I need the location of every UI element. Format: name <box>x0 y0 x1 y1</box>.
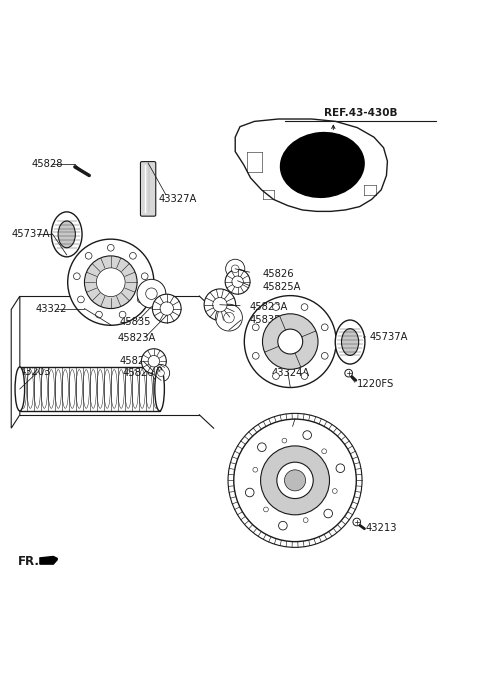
Circle shape <box>204 289 236 320</box>
Circle shape <box>333 488 337 493</box>
Circle shape <box>252 353 259 359</box>
Circle shape <box>137 279 166 308</box>
Circle shape <box>225 270 250 294</box>
Text: 45823A: 45823A <box>250 302 288 311</box>
Circle shape <box>285 470 306 491</box>
Circle shape <box>85 252 92 259</box>
Ellipse shape <box>58 221 75 248</box>
Ellipse shape <box>51 212 82 257</box>
Circle shape <box>226 259 245 279</box>
Circle shape <box>245 488 254 497</box>
Text: 43332: 43332 <box>275 423 306 433</box>
Text: 43203: 43203 <box>20 367 51 377</box>
Ellipse shape <box>155 367 164 411</box>
Ellipse shape <box>15 367 24 411</box>
Text: 45825A: 45825A <box>263 282 301 292</box>
Text: 45823A: 45823A <box>118 333 156 343</box>
Circle shape <box>157 370 164 377</box>
Circle shape <box>322 324 328 331</box>
Circle shape <box>258 443 266 451</box>
Circle shape <box>142 273 148 280</box>
Circle shape <box>278 521 287 530</box>
Text: REF.43-430B: REF.43-430B <box>324 108 397 117</box>
FancyBboxPatch shape <box>141 162 156 216</box>
Circle shape <box>301 304 308 311</box>
Text: FR.: FR. <box>17 555 39 568</box>
Circle shape <box>146 288 157 300</box>
Text: 45826: 45826 <box>263 269 295 279</box>
Text: 45828: 45828 <box>32 159 63 169</box>
Circle shape <box>228 414 362 547</box>
Circle shape <box>78 296 84 303</box>
Circle shape <box>322 353 328 359</box>
Ellipse shape <box>335 320 365 364</box>
Circle shape <box>231 265 239 272</box>
Circle shape <box>153 294 181 323</box>
Circle shape <box>148 355 159 367</box>
Circle shape <box>324 509 333 518</box>
Text: 45737A: 45737A <box>11 229 50 239</box>
Circle shape <box>96 268 125 296</box>
Text: 43213: 43213 <box>365 523 397 533</box>
Text: 45737A: 45737A <box>369 332 408 342</box>
Text: 45825A: 45825A <box>120 356 158 366</box>
Circle shape <box>353 518 360 526</box>
Circle shape <box>282 438 287 443</box>
Circle shape <box>345 369 352 377</box>
Text: 1220FS: 1220FS <box>357 379 395 389</box>
Polygon shape <box>40 556 57 564</box>
Circle shape <box>137 296 144 303</box>
Circle shape <box>273 372 279 379</box>
Circle shape <box>322 449 326 453</box>
Circle shape <box>153 364 169 382</box>
Text: 45835: 45835 <box>120 318 151 327</box>
Circle shape <box>84 256 137 309</box>
Text: 45826: 45826 <box>123 368 155 378</box>
Circle shape <box>303 518 308 523</box>
Circle shape <box>244 296 336 388</box>
Circle shape <box>264 507 268 512</box>
Circle shape <box>234 419 356 542</box>
Circle shape <box>303 431 312 439</box>
Circle shape <box>142 348 166 374</box>
Circle shape <box>96 311 102 318</box>
Circle shape <box>263 314 318 369</box>
Ellipse shape <box>341 329 359 355</box>
Circle shape <box>224 312 234 323</box>
Circle shape <box>216 304 242 331</box>
Circle shape <box>119 311 126 318</box>
Circle shape <box>336 464 345 473</box>
Circle shape <box>213 298 227 312</box>
Circle shape <box>108 244 114 251</box>
Circle shape <box>278 329 303 354</box>
Bar <box>20 367 159 411</box>
Circle shape <box>253 467 258 472</box>
Circle shape <box>130 252 136 259</box>
Circle shape <box>160 302 173 316</box>
Ellipse shape <box>280 132 364 198</box>
Text: 43327A: 43327A <box>158 194 197 204</box>
Circle shape <box>301 372 308 379</box>
Circle shape <box>277 462 313 499</box>
Circle shape <box>232 276 243 287</box>
Text: 45835: 45835 <box>250 315 281 325</box>
Text: 43324A: 43324A <box>271 368 309 378</box>
Text: 43322: 43322 <box>35 303 67 314</box>
Circle shape <box>73 273 80 280</box>
Circle shape <box>261 446 329 514</box>
Circle shape <box>68 239 154 325</box>
Circle shape <box>273 304 279 311</box>
Circle shape <box>252 324 259 331</box>
